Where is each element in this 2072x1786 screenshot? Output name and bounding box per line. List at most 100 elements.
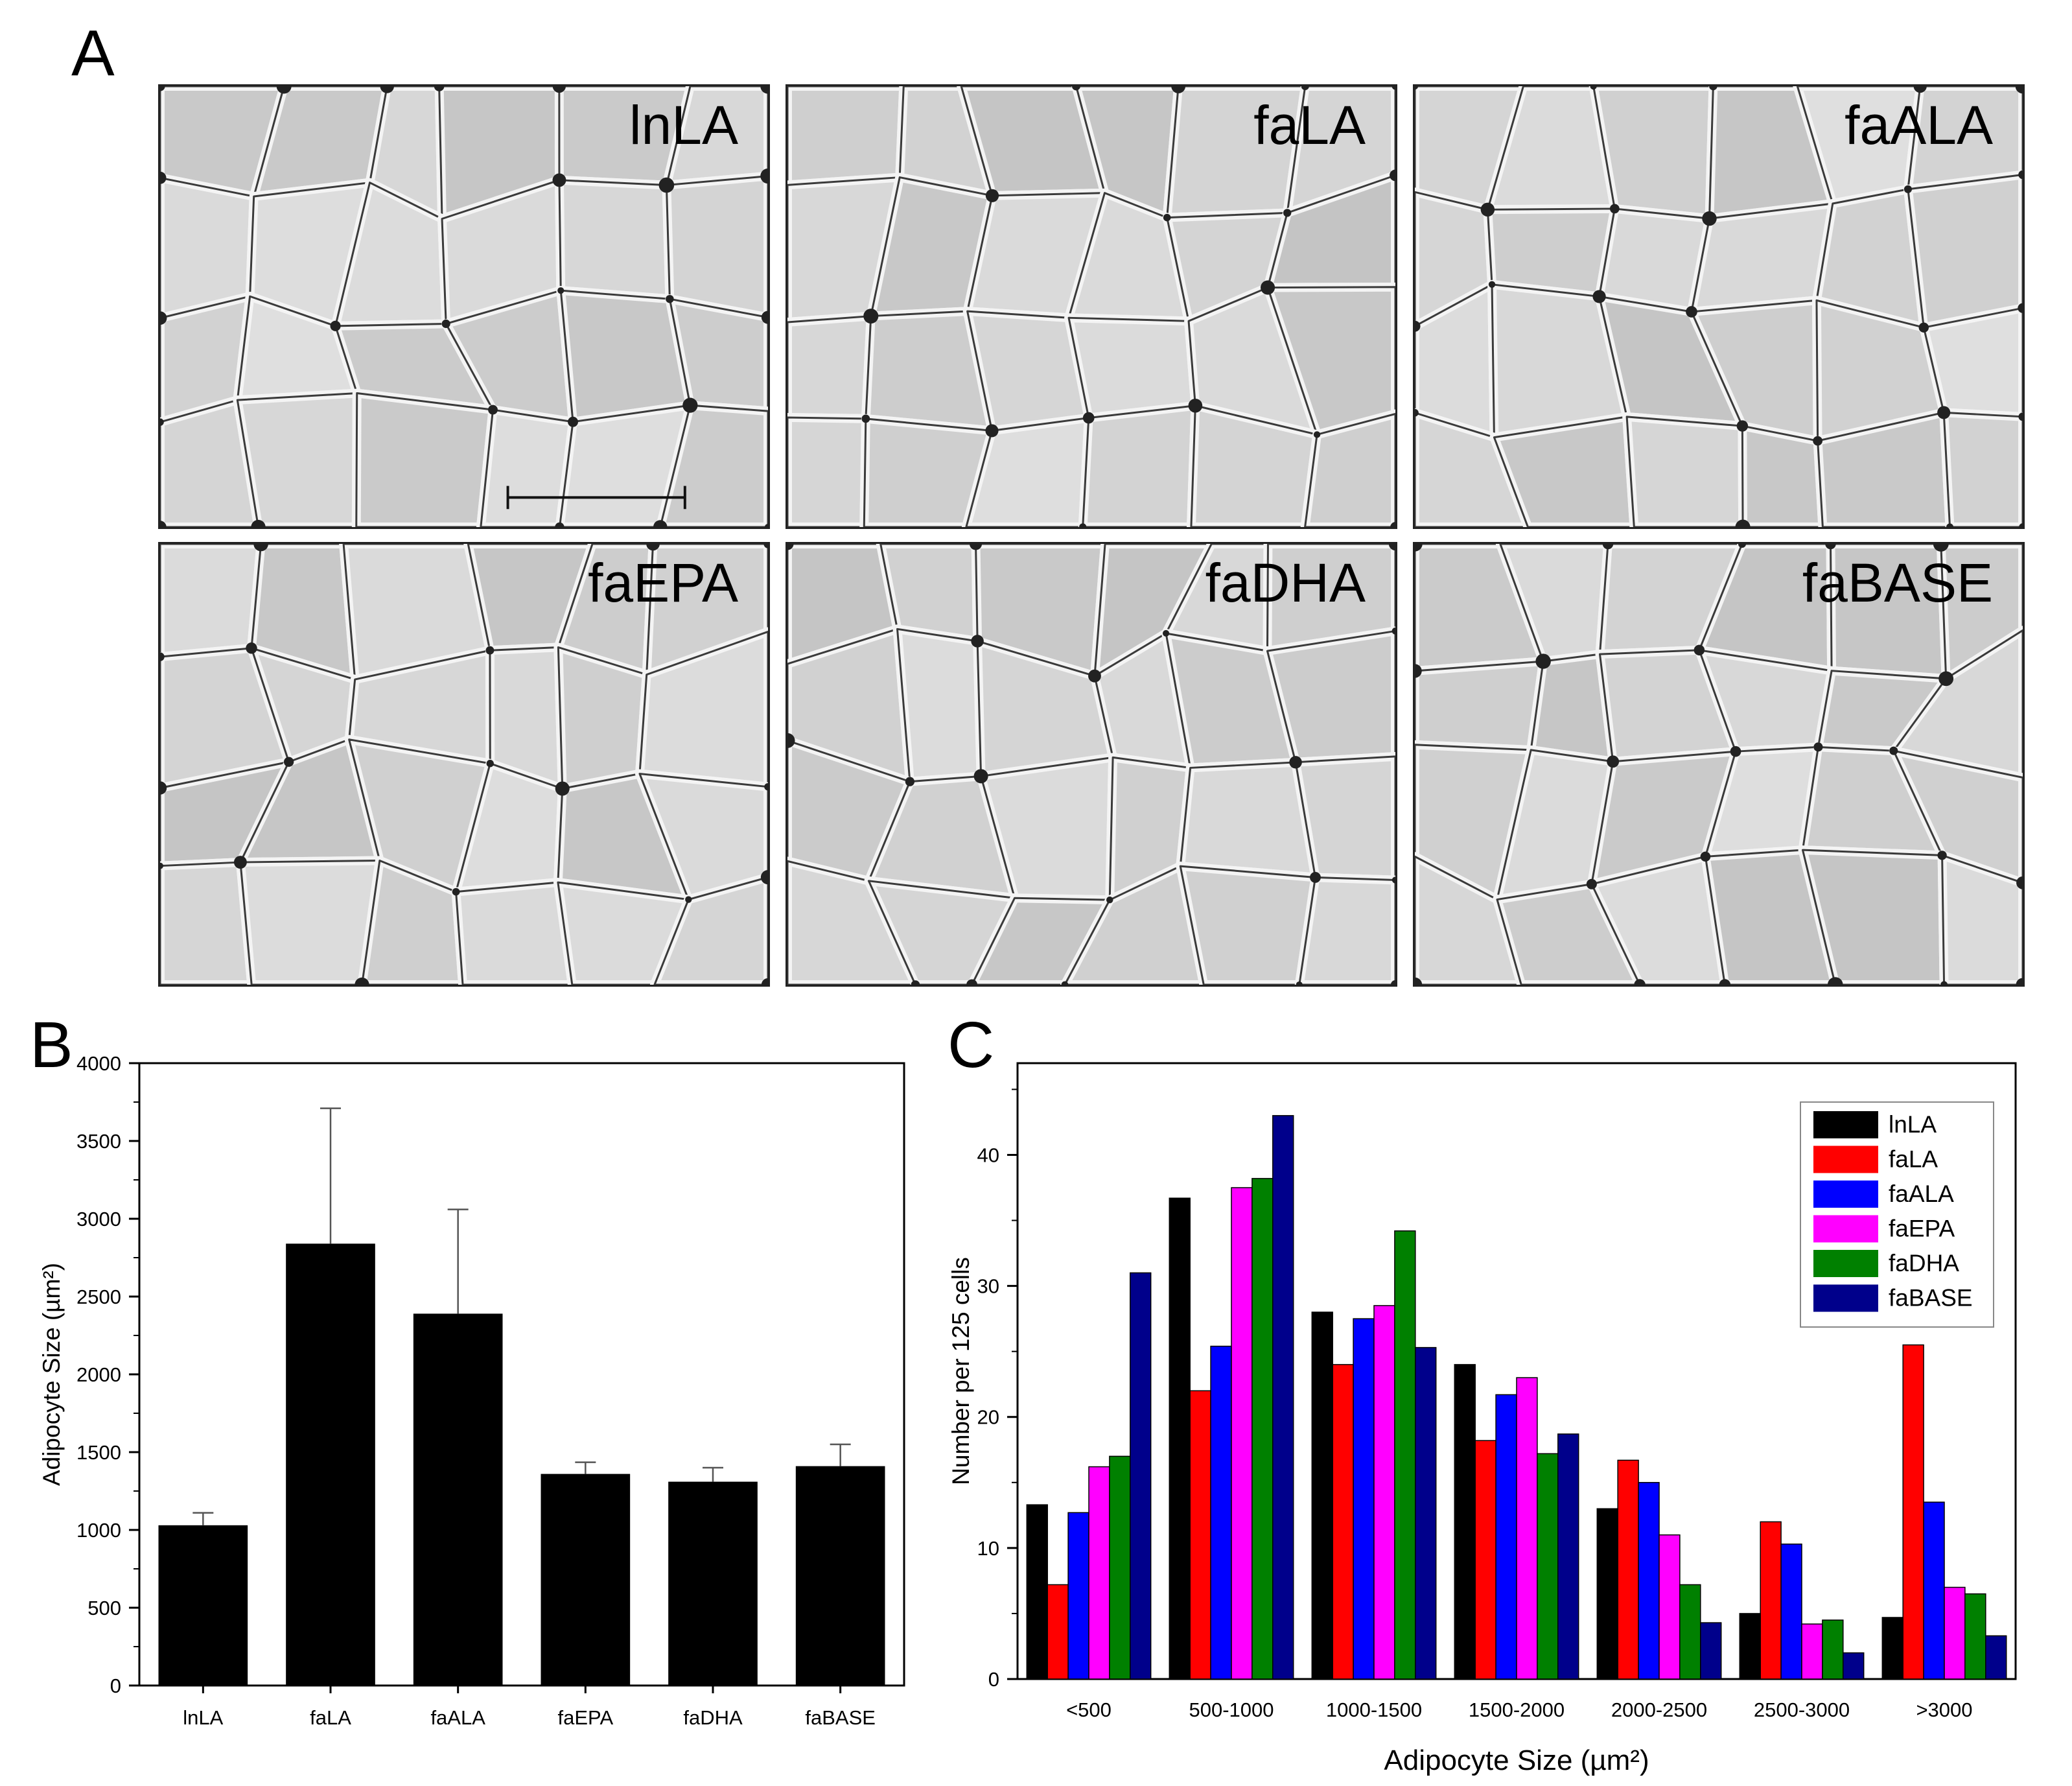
cell-walls: [787, 86, 1395, 527]
bar: [1659, 1534, 1681, 1680]
cell-outline: [1286, 86, 1395, 214]
cell-wall: [1903, 170, 2023, 333]
nucleus-dot: [1301, 86, 1309, 91]
bar: [1596, 1508, 1618, 1680]
bar: [1495, 1394, 1517, 1680]
cell-wall: [451, 878, 577, 985]
cell-outline: [1415, 412, 1529, 527]
nucleus-dot: [1283, 209, 1292, 217]
nucleus-dot: [1592, 290, 1606, 303]
nucleus-dot: [1609, 204, 1620, 214]
nucleus-dot: [760, 870, 768, 885]
panel-b-letter: B: [30, 1009, 73, 1081]
nucleus-dot: [1296, 981, 1303, 985]
cell-outline: [1590, 855, 1726, 985]
cell-outline: [863, 417, 993, 527]
nucleus-dot: [160, 652, 165, 661]
cell-wall: [555, 175, 675, 304]
nucleus-dot: [1736, 420, 1749, 432]
nucleus-dot: [1602, 544, 1614, 550]
nucleus-dot: [486, 760, 494, 768]
x-tick-label: faDHA: [683, 1706, 743, 1729]
cell-outline: [867, 880, 1016, 985]
nucleus-dot: [2018, 412, 2023, 421]
nucleus-dot: [160, 781, 167, 795]
nucleus-dot: [233, 856, 247, 869]
nucleus-dot: [1940, 981, 1948, 985]
cell-wall: [665, 294, 768, 416]
nucleus-dot: [555, 522, 565, 527]
nucleus-dot: [1106, 896, 1113, 904]
nucleus-dot: [1391, 86, 1395, 90]
nucleus-dot: [1061, 981, 1069, 985]
cell-outline: [1922, 307, 2023, 418]
legend-swatch: [1813, 1250, 1878, 1277]
micrograph-faala: faALA: [1413, 84, 2025, 529]
bar: [1679, 1584, 1701, 1680]
nucleus-dot: [2016, 876, 2023, 889]
cell-outline: [1801, 849, 1946, 985]
bar: [413, 1313, 503, 1686]
legend-swatch: [1813, 1146, 1878, 1173]
nucleus-dot: [646, 544, 660, 551]
nucleus-dot: [985, 424, 999, 438]
nucleus-dot: [1415, 86, 1419, 90]
cell-outline: [1266, 629, 1395, 764]
cell-wall: [1078, 401, 1200, 527]
nucleus-dot: [685, 896, 692, 903]
cell-wall: [1738, 421, 1828, 527]
nucleus-dot: [276, 86, 292, 94]
nucleus-dot: [1162, 629, 1170, 637]
nucleus-dot: [1163, 213, 1171, 222]
bar: [1109, 1455, 1131, 1680]
nucleus-dot: [434, 86, 445, 91]
bar: [286, 1243, 375, 1686]
nucleus-dot: [658, 177, 675, 193]
nucleus-dot: [1415, 664, 1422, 678]
bar: [1373, 1305, 1395, 1680]
cell-outline: [665, 175, 768, 319]
nucleus-dot: [1709, 86, 1717, 91]
nucleus-dot: [863, 309, 879, 324]
bar: [1944, 1586, 1966, 1680]
bar: [1923, 1501, 1945, 1680]
bar: [1272, 1115, 1294, 1680]
micrograph-label: faEPA: [588, 552, 738, 613]
nucleus-dot: [1390, 522, 1395, 527]
cell-walls: [160, 544, 768, 985]
nucleus-dot: [488, 405, 498, 415]
nucleus-dot: [1261, 280, 1275, 295]
micrograph-fadha: faDHA: [786, 542, 1397, 987]
nucleus-dot: [2015, 86, 2023, 94]
nuclei: [787, 544, 1395, 985]
nucleus-dot: [1719, 979, 1731, 985]
nucleus-dot: [1634, 979, 1646, 985]
nucleus-dot: [985, 189, 999, 202]
x-tick-label: 500-1000: [1189, 1698, 1274, 1721]
nucleus-dot: [682, 397, 698, 413]
nucleus-dot: [911, 980, 920, 985]
nucleus-dot: [251, 519, 266, 527]
y-tick-label: 3500: [76, 1130, 121, 1153]
chart-b-mean-size: 0 500 1000 1500 2000 2500 3000 3500 4000 lnLA faLA…: [38, 1052, 905, 1729]
nucleus-dot: [1188, 398, 1203, 413]
nucleus-dot: [1889, 746, 1898, 755]
nucleus-dot: [1171, 86, 1186, 93]
nucleus-dot: [1938, 671, 1954, 687]
nucleus-dot: [1607, 755, 1620, 768]
nucleus-dot: [1289, 756, 1302, 769]
nucleus-dot: [761, 311, 768, 324]
nucleus-dot: [1702, 211, 1717, 226]
cell-wall: [662, 171, 768, 322]
bar: [1700, 1622, 1722, 1680]
x-tick-label: 2000-2500: [1611, 1698, 1707, 1721]
nuclei: [160, 544, 768, 985]
nucleus-dot: [1390, 980, 1395, 985]
nucleus-dot: [2018, 170, 2023, 180]
bar: [1638, 1482, 1660, 1680]
nucleus-dot: [253, 544, 268, 552]
y-axis-label: Adipocyte Size (µm²): [38, 1263, 65, 1486]
bar: [1617, 1459, 1639, 1680]
nucleus-dot: [1913, 86, 1927, 93]
cell-outline: [638, 630, 768, 788]
